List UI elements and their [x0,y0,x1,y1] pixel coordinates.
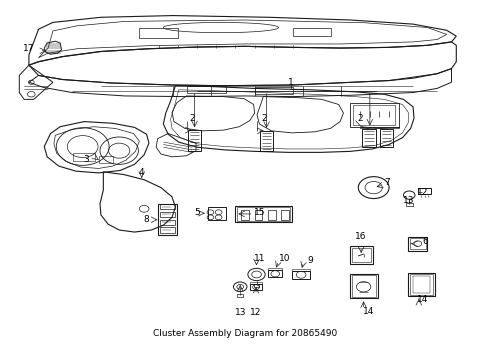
Bar [380,129,393,147]
Bar [353,105,395,125]
Bar [350,247,373,264]
Bar [255,87,293,94]
Bar [281,210,289,220]
Bar [255,210,262,220]
Text: 14: 14 [417,295,428,304]
Text: 17: 17 [23,44,35,53]
Text: 9: 9 [307,256,313,265]
Bar [413,276,430,293]
Text: 13: 13 [402,196,414,205]
Bar [268,210,276,220]
Bar [293,28,331,36]
Text: 1: 1 [288,78,294,87]
Text: 13: 13 [235,307,247,316]
Bar [188,130,201,151]
Text: 2: 2 [357,114,363,123]
Text: Cluster Assembly Diagram for 20865490: Cluster Assembly Diagram for 20865490 [153,329,337,338]
Bar [268,268,282,270]
Text: 12: 12 [417,188,428,197]
Bar [160,212,175,217]
Bar [362,129,376,147]
Bar [406,203,413,206]
Bar [254,284,259,287]
Bar [158,204,177,235]
Bar [408,237,427,251]
Text: 14: 14 [363,307,374,316]
Text: 12: 12 [250,307,261,316]
Text: 6: 6 [422,237,428,246]
Bar [268,270,282,277]
Bar [160,227,175,233]
Bar [235,206,292,222]
Bar [350,274,377,298]
Text: 15: 15 [254,208,265,217]
Bar [418,188,431,194]
Bar [352,248,371,262]
Bar [160,204,175,210]
Text: 7: 7 [384,177,390,186]
Bar [250,284,262,290]
Bar [98,156,113,163]
Bar [237,207,290,221]
Bar [73,153,95,161]
Bar [139,28,178,38]
Text: 11: 11 [254,254,265,263]
Bar [187,86,226,93]
Bar [352,275,376,297]
Bar [160,220,175,225]
Text: 8: 8 [144,215,149,224]
Bar [410,274,433,294]
Text: 3: 3 [84,155,89,164]
Bar [237,294,243,297]
Bar [350,103,399,127]
Text: 2: 2 [261,114,267,123]
Bar [241,210,249,220]
Bar [292,271,310,279]
Bar [208,207,226,220]
Text: 2: 2 [189,114,195,123]
Text: 4: 4 [139,168,145,177]
Text: 16: 16 [354,232,366,241]
Bar [260,131,273,151]
Text: 10: 10 [279,254,290,263]
Text: 5: 5 [194,208,200,217]
Bar [410,238,425,249]
Bar [292,269,310,271]
Bar [408,273,435,296]
Bar [250,282,262,284]
